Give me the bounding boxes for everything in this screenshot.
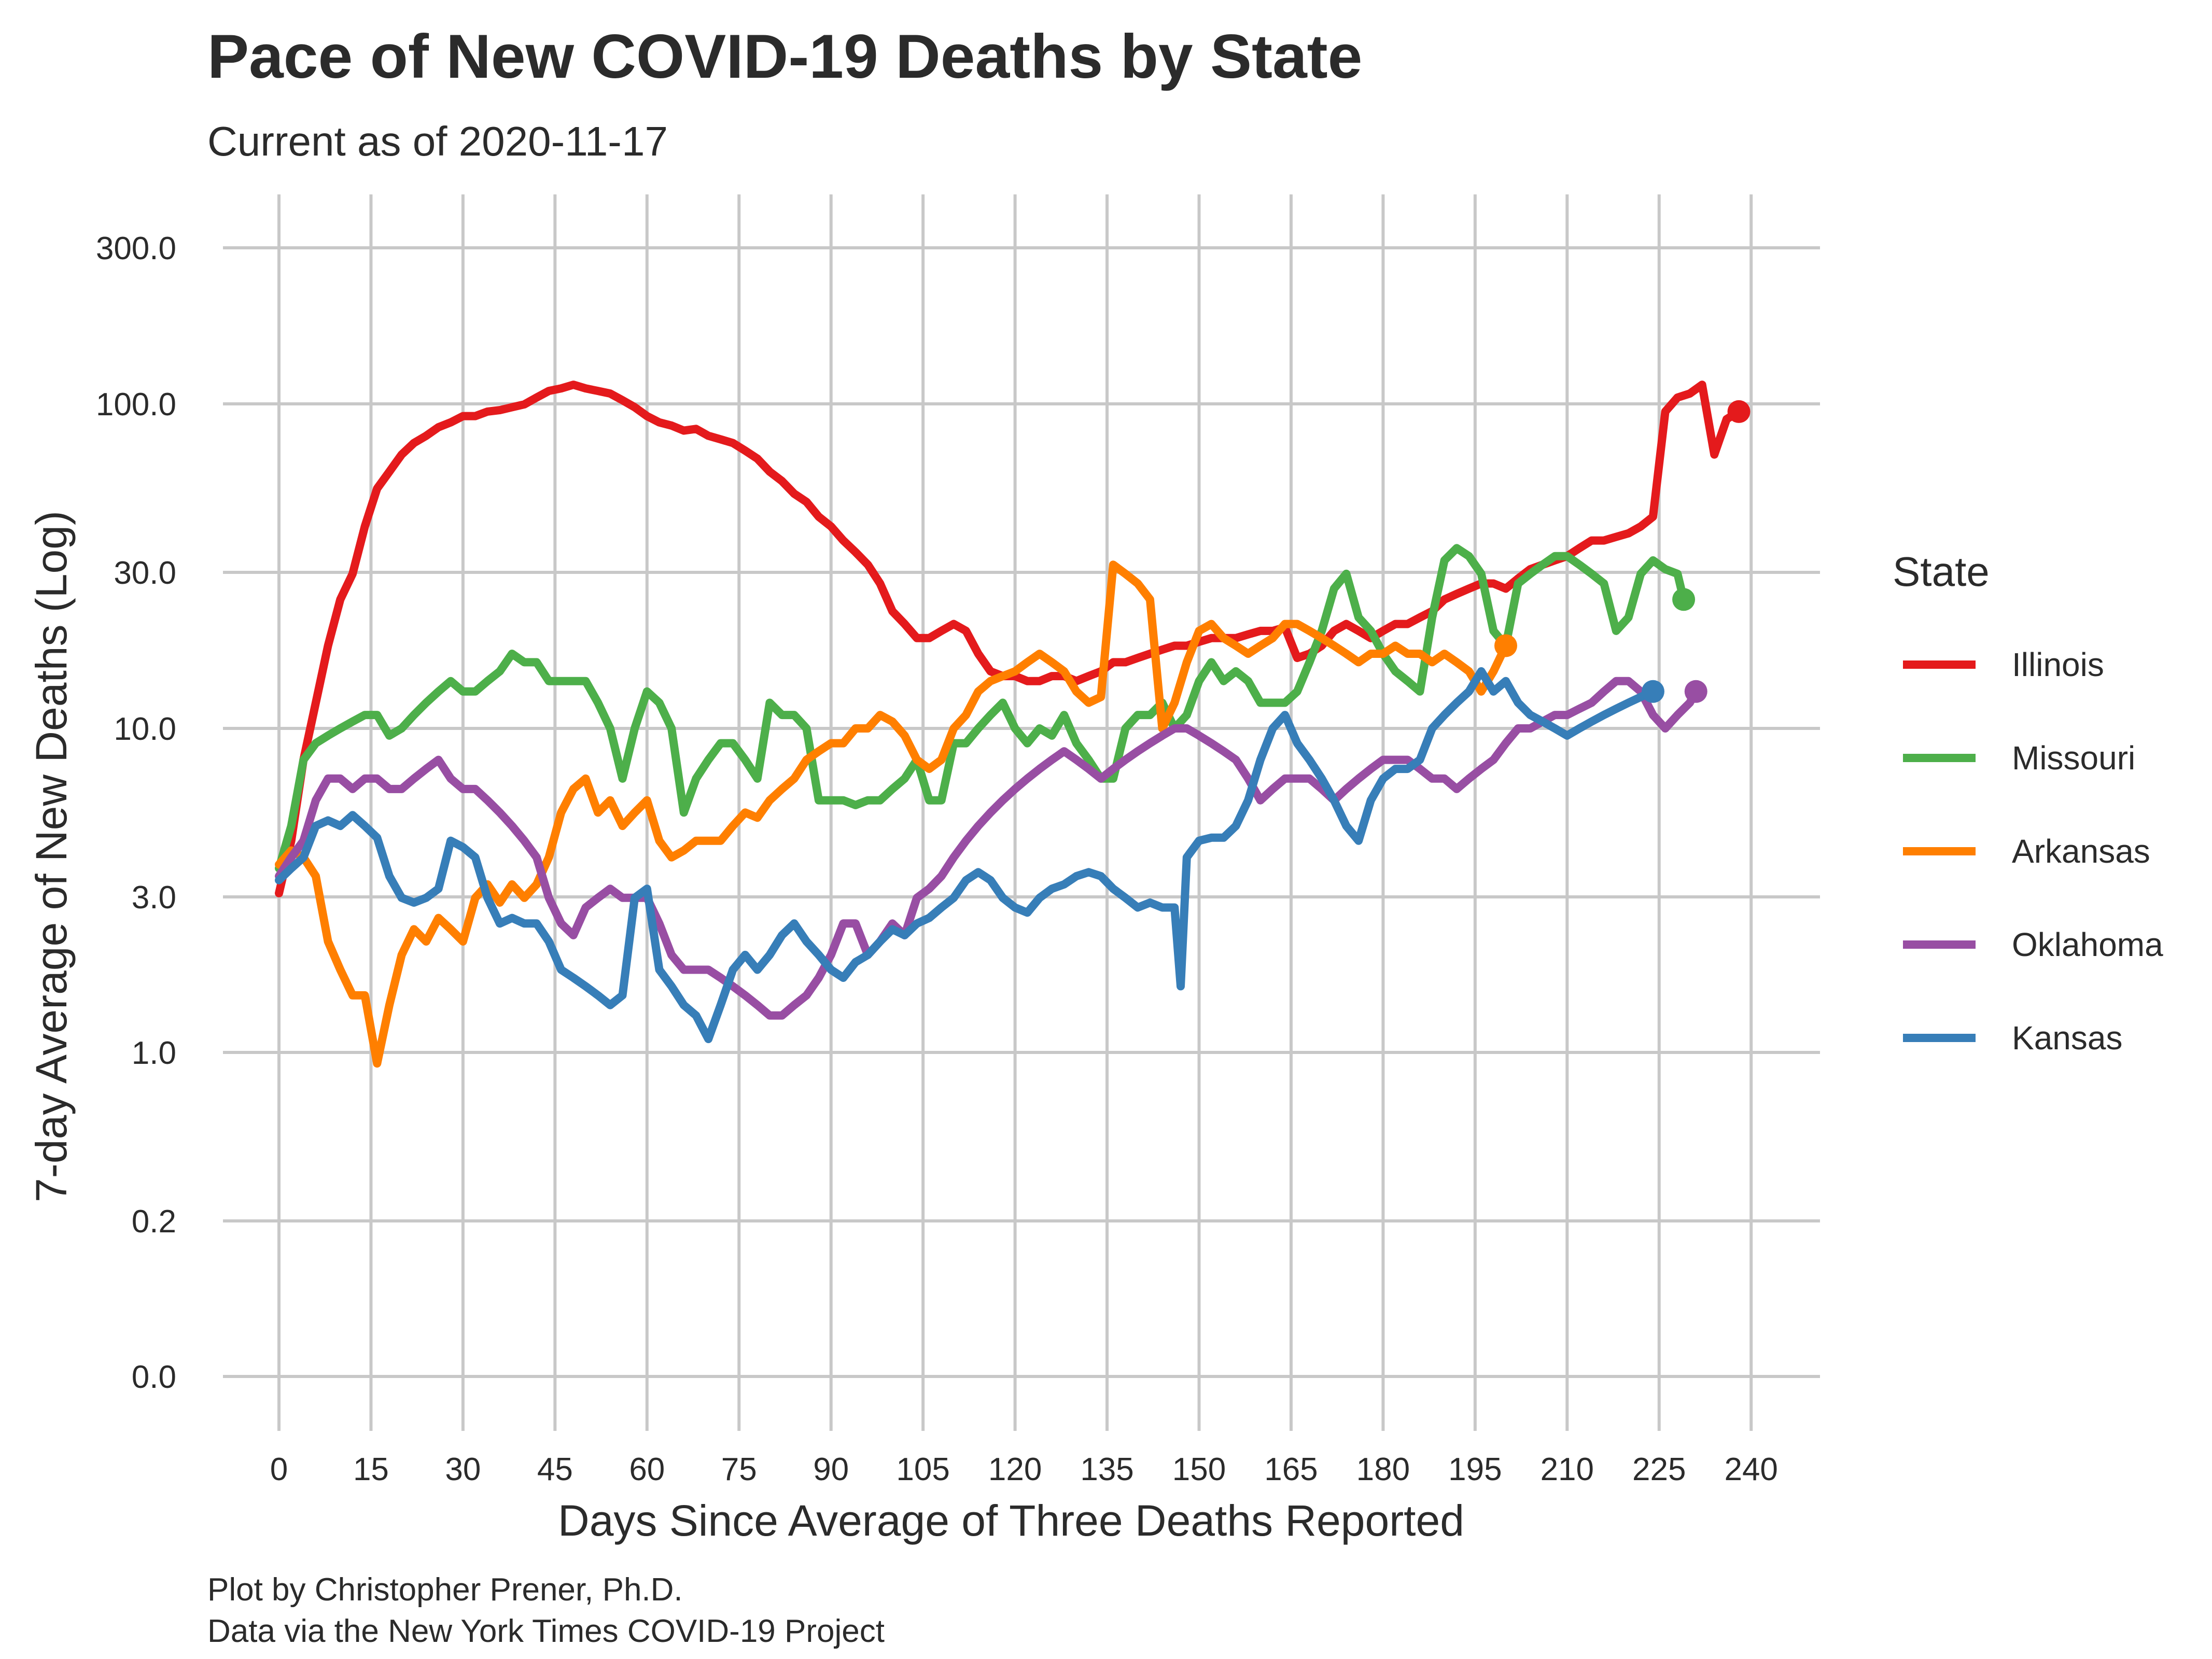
y-tick-label: 3.0 bbox=[132, 880, 176, 916]
x-tick-label: 105 bbox=[896, 1452, 949, 1487]
legend-label-kansas: Kansas bbox=[2012, 1019, 2122, 1057]
x-tick-label: 195 bbox=[1448, 1452, 1502, 1487]
x-tick-label: 45 bbox=[537, 1452, 573, 1487]
y-tick-label: 100.0 bbox=[96, 387, 176, 423]
caption-line-2: Data via the New York Times COVID-19 Pro… bbox=[207, 1613, 885, 1649]
x-tick-label: 165 bbox=[1264, 1452, 1318, 1487]
x-axis-ticks: 0 15 30 45 60 75 90 105 120 135 150 165 180 195 210 225… bbox=[270, 1452, 1778, 1487]
series-line-oklahoma bbox=[275, 677, 1700, 1020]
end-point-missouri bbox=[1672, 588, 1696, 611]
legend-title: State bbox=[1893, 549, 1990, 595]
chart-title: Pace of New COVID-19 Deaths by State bbox=[207, 22, 1362, 91]
series-line-missouri bbox=[275, 544, 1688, 873]
x-tick-label: 180 bbox=[1356, 1452, 1410, 1487]
series-lines bbox=[275, 381, 1751, 1068]
x-axis-label: Days Since Average of Three Deaths Repor… bbox=[558, 1496, 1464, 1545]
end-point-illinois bbox=[1727, 400, 1751, 423]
legend-label-arkansas: Arkansas bbox=[2012, 833, 2150, 870]
y-tick-label: 1.0 bbox=[132, 1035, 176, 1071]
end-point-oklahoma bbox=[1684, 680, 1707, 703]
x-tick-label: 60 bbox=[629, 1452, 665, 1487]
x-tick-label: 120 bbox=[988, 1452, 1042, 1487]
legend-label-illinois: Illinois bbox=[2012, 646, 2104, 683]
y-tick-label: 0.2 bbox=[132, 1204, 176, 1240]
legend-label-missouri: Missouri bbox=[2012, 739, 2135, 777]
x-tick-label: 75 bbox=[721, 1452, 757, 1487]
x-tick-label: 15 bbox=[353, 1452, 389, 1487]
x-tick-label: 210 bbox=[1541, 1452, 1594, 1487]
chart-subtitle: Current as of 2020-11-17 bbox=[207, 118, 668, 164]
x-tick-label: 30 bbox=[445, 1452, 481, 1487]
x-tick-label: 240 bbox=[1724, 1452, 1777, 1487]
x-tick-label: 90 bbox=[813, 1452, 849, 1487]
y-axis-ticks: 0.0 0.2 1.0 3.0 10.0 30.0 100.0 300.0 bbox=[96, 231, 176, 1395]
series-line-illinois bbox=[275, 381, 1743, 897]
legend-entries: Illinois Missouri Arkansas Oklahoma Kansas bbox=[1903, 646, 2163, 1057]
x-tick-label: 150 bbox=[1172, 1452, 1226, 1487]
y-axis-label: 7-day Average of New Deaths (Log) bbox=[27, 511, 76, 1202]
y-tick-label: 10.0 bbox=[114, 711, 176, 747]
legend-label-oklahoma: Oklahoma bbox=[2012, 926, 2163, 963]
end-point-arkansas bbox=[1494, 634, 1517, 657]
y-tick-label: 0.0 bbox=[132, 1359, 176, 1395]
gridlines bbox=[223, 194, 1820, 1431]
legend: State Illinois Missouri Arkansas Oklahoma Ka… bbox=[1893, 549, 2163, 1057]
end-point-kansas bbox=[1641, 680, 1664, 703]
x-tick-label: 135 bbox=[1080, 1452, 1133, 1487]
x-tick-label: 0 bbox=[270, 1452, 288, 1487]
y-tick-label: 300.0 bbox=[96, 231, 176, 266]
x-tick-label: 225 bbox=[1632, 1452, 1686, 1487]
series-line-kansas bbox=[275, 667, 1657, 1044]
caption-line-1: Plot by Christopher Prener, Ph.D. bbox=[207, 1572, 683, 1608]
y-tick-label: 30.0 bbox=[114, 555, 176, 591]
